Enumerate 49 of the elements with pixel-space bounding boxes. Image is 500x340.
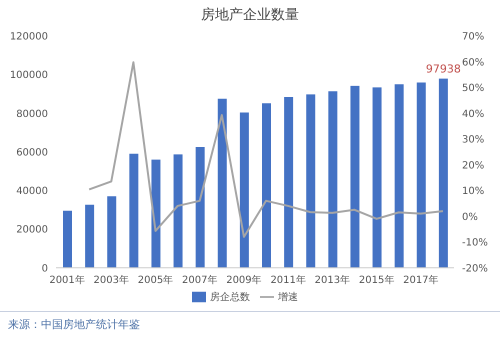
x-tick-label: 2017年	[403, 274, 439, 286]
y2-tick-label: 0%	[462, 212, 478, 223]
y-tick-label: 20000	[16, 224, 48, 236]
y2-tick-label: 70%	[462, 32, 484, 43]
x-tick-label: 2005年	[138, 274, 174, 286]
bar	[394, 84, 404, 268]
bar	[151, 160, 160, 268]
y2-tick-label: -20%	[462, 263, 488, 274]
bar	[196, 147, 205, 268]
y-tick-label: 0	[42, 263, 48, 274]
bar	[63, 210, 72, 268]
x-tick-label: 2013年	[314, 274, 350, 286]
x-tick-label: 2001年	[49, 274, 85, 286]
y2-tick-label: 10%	[462, 186, 484, 198]
y-tick-label: 60000	[16, 147, 48, 158]
y2-tick-label: 50%	[462, 83, 484, 94]
bar	[416, 82, 426, 268]
y2-tick-label: 20%	[462, 160, 484, 172]
y-tick-label: 100000	[10, 70, 48, 82]
x-tick-label: 2007年	[182, 274, 218, 286]
bar	[129, 154, 138, 268]
bar	[107, 196, 116, 268]
chart-title: 房地产企业数量	[200, 6, 300, 24]
bar	[218, 98, 227, 268]
bar	[328, 91, 338, 268]
y-tick-label: 80000	[16, 108, 48, 120]
legend-label: 房企总数	[210, 292, 250, 303]
bar	[350, 86, 360, 268]
bar	[240, 112, 249, 268]
source-note: 来源：中国房地产统计年鉴	[8, 317, 140, 332]
x-tick-label: 2003年	[94, 274, 130, 286]
bar	[438, 78, 448, 268]
y-tick-label: 120000	[10, 32, 48, 43]
bar	[262, 103, 271, 268]
data-label: 97938	[426, 62, 461, 76]
bar	[85, 204, 94, 268]
bar	[306, 94, 316, 268]
x-tick-label: 2009年	[226, 274, 262, 286]
y-tick-label: 40000	[16, 186, 48, 198]
y2-tick-label: -10%	[462, 238, 488, 249]
x-tick-label: 2011年	[270, 274, 306, 286]
bar	[174, 154, 183, 268]
y2-tick-label: 30%	[462, 134, 484, 146]
bar	[372, 87, 382, 268]
y2-tick-label: 40%	[462, 108, 484, 120]
x-tick-label: 2015年	[358, 274, 394, 286]
bar	[284, 97, 294, 268]
legend-label: 增速	[278, 292, 298, 303]
y2-tick-label: 60%	[462, 57, 484, 68]
